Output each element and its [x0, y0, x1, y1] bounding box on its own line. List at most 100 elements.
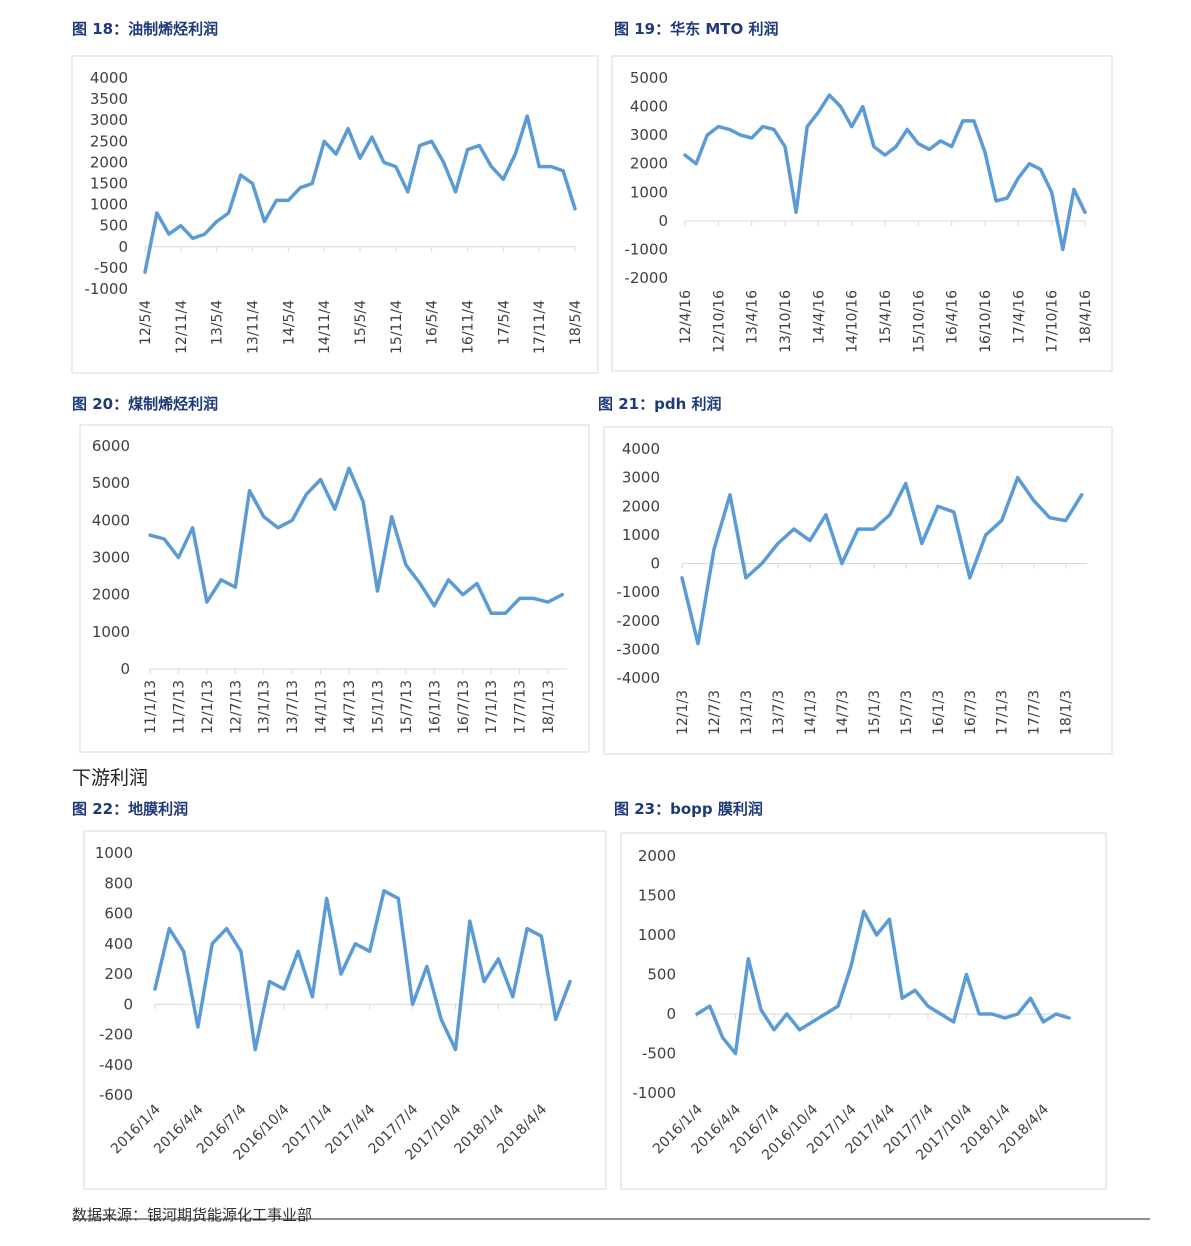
x-tick-label: 13/1/13	[257, 680, 273, 734]
x-tick-label: 15/5/4	[353, 300, 369, 345]
chart-title: 图 19：华东 MTO 利润	[614, 20, 778, 38]
x-tick-label: 18/5/4	[568, 300, 584, 345]
x-tick-label: 16/10/16	[978, 290, 994, 353]
chart-frame	[620, 832, 1107, 1190]
y-tick-label: -1000	[84, 280, 128, 298]
y-tick-label: -500	[94, 259, 128, 277]
x-tick-label: 11/1/13	[143, 680, 159, 734]
x-tick-label: 12/5/4	[138, 300, 154, 345]
y-tick-label: 4000	[630, 98, 668, 116]
x-tick-label: 12/11/4	[174, 300, 190, 354]
y-tick-label: 5000	[92, 474, 130, 492]
y-tick-label: 0	[666, 1005, 676, 1023]
x-tick-label: 16/11/4	[461, 300, 477, 354]
y-tick-label: 500	[647, 966, 676, 984]
section-heading: 下游利润	[72, 767, 148, 789]
x-tick-label: 14/5/4	[281, 300, 297, 345]
x-tick-label: 14/1/13	[314, 680, 330, 734]
y-tick-label: 1000	[622, 526, 660, 544]
x-tick-label: 16/7/13	[456, 680, 472, 734]
data-line	[143, 114, 577, 274]
chart-frame	[611, 55, 1113, 372]
chart-frame	[79, 424, 590, 753]
x-tick-label: 13/7/3	[771, 690, 787, 735]
y-tick-label: -2000	[616, 612, 660, 630]
y-tick-label: 1000	[95, 844, 133, 862]
data-line	[695, 909, 1071, 1056]
x-tick-label: 13/7/13	[285, 680, 301, 734]
data-line	[148, 466, 565, 616]
y-tick-label: 1000	[630, 183, 668, 201]
x-tick-label: 15/11/4	[389, 300, 405, 354]
x-tick-label: 15/4/16	[878, 290, 894, 344]
y-tick-label: 6000	[92, 437, 130, 455]
y-tick-label: 4000	[622, 440, 660, 458]
y-tick-label: -3000	[616, 640, 660, 658]
chart-title: 图 18：油制烯烃利润	[72, 20, 218, 38]
x-tick-label: 14/7/3	[835, 690, 851, 735]
data-line	[153, 889, 572, 1052]
x-tick-label: 12/7/13	[228, 680, 244, 734]
y-tick-label: 4000	[92, 511, 130, 529]
x-tick-label: 12/7/3	[707, 690, 723, 735]
y-tick-label: 1500	[90, 175, 128, 193]
y-tick-label: 800	[104, 874, 133, 892]
data-line	[680, 475, 1084, 646]
y-tick-label: 0	[123, 995, 133, 1013]
source-note: 数据来源：银河期货能源化工事业部	[72, 1206, 312, 1224]
y-tick-label: 2000	[638, 847, 676, 865]
x-tick-label: 16/7/3	[963, 690, 979, 735]
x-tick-label: 18/1/3	[1059, 690, 1075, 735]
x-tick-label: 16/4/16	[945, 290, 961, 344]
chart-title: 图 22：地膜利润	[72, 800, 188, 818]
x-tick-label: 18/4/16	[1078, 290, 1094, 344]
x-tick-label: 13/4/16	[745, 290, 761, 344]
x-tick-label: 15/10/16	[911, 290, 927, 353]
x-tick-label: 13/10/16	[778, 290, 794, 353]
x-tick-label: 12/10/16	[711, 290, 727, 353]
x-tick-label: 17/7/13	[513, 680, 529, 734]
y-tick-label: 200	[104, 965, 133, 983]
y-tick-label: 1000	[638, 926, 676, 944]
y-tick-label: 0	[120, 660, 130, 678]
x-tick-label: 16/1/3	[931, 690, 947, 735]
x-tick-label: 15/7/3	[899, 690, 915, 735]
y-tick-label: 2000	[90, 153, 128, 171]
x-tick-label: 16/5/4	[425, 300, 441, 345]
y-tick-label: 2500	[90, 132, 128, 150]
chart-frame	[83, 830, 607, 1190]
x-tick-label: 15/1/13	[370, 680, 386, 734]
y-tick-label: 3000	[92, 549, 130, 567]
x-tick-label: 17/1/13	[484, 680, 500, 734]
x-tick-label: 17/1/3	[995, 690, 1011, 735]
y-tick-label: 4000	[90, 69, 128, 87]
chart-title: 图 21：pdh 利润	[598, 395, 721, 413]
y-tick-label: 0	[118, 238, 128, 256]
y-tick-label: -1000	[624, 240, 668, 258]
x-tick-label: 12/1/13	[200, 680, 216, 734]
y-tick-label: 400	[104, 935, 133, 953]
y-tick-label: -200	[99, 1026, 133, 1044]
x-tick-label: 14/1/3	[803, 690, 819, 735]
x-tick-label: 11/7/13	[171, 680, 187, 734]
y-tick-label: 5000	[630, 69, 668, 87]
x-tick-label: 17/4/16	[1011, 290, 1027, 344]
x-tick-label: 14/10/16	[845, 290, 861, 353]
y-tick-label: 2000	[92, 586, 130, 604]
y-tick-label: -1000	[632, 1084, 676, 1102]
y-tick-label: -500	[642, 1045, 676, 1063]
x-tick-label: 17/5/4	[496, 300, 512, 345]
chart-title: 图 20：煤制烯烃利润	[72, 395, 218, 413]
x-tick-label: 14/11/4	[317, 300, 333, 354]
y-tick-label: 0	[650, 555, 660, 573]
y-tick-label: -1000	[616, 583, 660, 601]
x-tick-label: 13/5/4	[210, 300, 226, 345]
x-tick-label: 17/10/16	[1045, 290, 1061, 353]
y-tick-label: 2000	[622, 497, 660, 515]
y-tick-label: 1500	[638, 887, 676, 905]
y-tick-label: 3500	[90, 90, 128, 108]
x-tick-label: 17/11/4	[532, 300, 548, 354]
y-tick-label: 500	[99, 217, 128, 235]
y-tick-label: 3000	[622, 469, 660, 487]
